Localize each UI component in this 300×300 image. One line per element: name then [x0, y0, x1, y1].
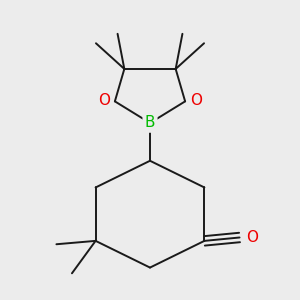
- Text: B: B: [145, 116, 155, 130]
- Text: O: O: [98, 92, 110, 107]
- Text: O: O: [246, 230, 258, 245]
- Text: O: O: [190, 92, 202, 107]
